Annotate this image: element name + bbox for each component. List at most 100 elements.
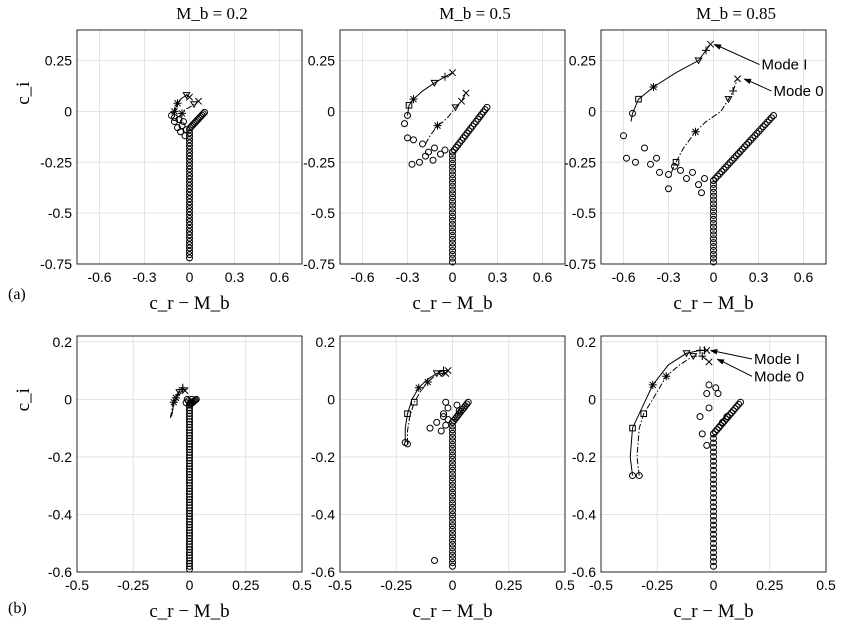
y-tick-label: 0.25	[45, 53, 72, 69]
column-point	[186, 211, 193, 219]
branch-point	[730, 154, 738, 162]
x-tick-label: 0.6	[533, 269, 553, 285]
column-point	[186, 152, 193, 160]
scatter-point	[712, 384, 720, 392]
y-tick-label: -0.25	[40, 154, 72, 170]
panel-4: -0.5 -0.25 0 0.25 0.5 0.2 0 -0.2 -0.4 -0.6 c_r − M…	[13, 334, 312, 622]
x-axis-label: c_r − M_b	[412, 293, 492, 314]
y-tick-label: -0.6	[572, 564, 596, 580]
branch-point	[720, 165, 728, 173]
branch-point	[716, 170, 724, 178]
column-point	[710, 444, 717, 452]
column-point	[449, 492, 456, 500]
y-tick-label: -0.25	[303, 154, 335, 170]
curve-marker	[705, 358, 713, 366]
column-point	[449, 529, 456, 537]
y-tick-label: -0.2	[572, 449, 596, 465]
curve-marker	[185, 93, 194, 101]
scatter-point	[689, 168, 696, 176]
column-point	[710, 494, 717, 502]
branch-point	[192, 395, 200, 403]
scatter-point	[442, 398, 450, 406]
curve-marker	[733, 75, 742, 83]
column-point	[710, 549, 717, 557]
curve-marker	[729, 87, 737, 96]
column-point	[449, 224, 456, 232]
x-axis-label: c_r − M_b	[673, 601, 753, 622]
y-tick-label: 0	[588, 103, 596, 119]
column-point	[186, 234, 193, 242]
branch-point	[741, 143, 749, 151]
branch-point	[714, 172, 722, 180]
panel-5: -0.5 -0.25 0 0.25 0.5 0.2 0 -0.2 -0.4 -0.6 c_r − M…	[311, 334, 575, 622]
y-tick-label: -0.4	[48, 506, 72, 522]
column-point	[449, 522, 456, 530]
mode-0-curve	[671, 78, 738, 173]
column-point	[449, 186, 456, 194]
column-point	[710, 512, 717, 520]
scatter-point	[437, 427, 445, 435]
column-point	[710, 462, 717, 470]
branch-point	[732, 152, 740, 160]
curve-marker	[640, 410, 648, 418]
x-tick-label: 0.25	[756, 577, 783, 593]
branch-point	[463, 400, 471, 408]
curve-marker	[178, 385, 187, 394]
curve-marker	[441, 72, 449, 81]
scatter-point	[620, 132, 627, 140]
y-axis-label: c_i	[13, 388, 34, 411]
column-point	[186, 162, 193, 170]
column-point	[710, 246, 717, 254]
scatter-point	[647, 160, 654, 168]
x-tick-label: 0.25	[495, 577, 522, 593]
curve-marker	[635, 472, 643, 480]
scatter-point	[426, 424, 434, 432]
column-point	[449, 194, 456, 202]
column-point	[186, 136, 193, 144]
curve-marker	[433, 121, 442, 130]
mode-i-curve	[630, 43, 711, 122]
column-point	[186, 195, 193, 203]
branch-point	[728, 156, 736, 164]
y-tick-label: -0.75	[564, 256, 596, 272]
column-point	[449, 503, 456, 511]
branch-point	[755, 127, 763, 135]
column-point	[710, 219, 717, 227]
x-tick-label: -0.25	[641, 577, 673, 593]
scatter-point	[171, 118, 178, 126]
x-tick-label: 0.25	[232, 577, 259, 593]
branch-point	[712, 174, 720, 182]
x-tick-label: 0	[186, 577, 194, 593]
x-axis-label: c_r − M_b	[412, 601, 492, 622]
branch-point	[715, 424, 723, 432]
curve-marker	[629, 472, 636, 480]
column-point	[449, 470, 456, 478]
scatter-point	[408, 160, 416, 168]
column-point	[186, 241, 193, 249]
mode-0-curve	[407, 372, 446, 444]
column-point	[186, 251, 193, 259]
branch-point	[729, 407, 737, 415]
column-point	[186, 205, 193, 213]
column-point	[449, 459, 456, 467]
curve-marker	[405, 101, 413, 109]
scatter-point	[422, 152, 429, 160]
scatter-point	[671, 162, 678, 170]
curve-marker	[172, 393, 180, 402]
column-point	[186, 254, 193, 262]
curve-marker	[409, 95, 418, 104]
branch-point	[718, 168, 726, 176]
scatter-point	[705, 404, 713, 412]
column-point	[710, 235, 717, 243]
x-tick-label: 0.3	[225, 269, 245, 285]
column-title-2: M_b = 0.5	[439, 4, 510, 23]
column-point	[449, 209, 456, 217]
branch-point	[734, 150, 742, 158]
row-label-a: (a)	[8, 286, 26, 303]
branch-point	[761, 120, 769, 128]
column-point	[710, 180, 717, 188]
column-point	[449, 152, 456, 160]
scatter-point	[653, 154, 660, 162]
curve-marker	[649, 82, 658, 91]
curve-marker	[635, 95, 642, 103]
